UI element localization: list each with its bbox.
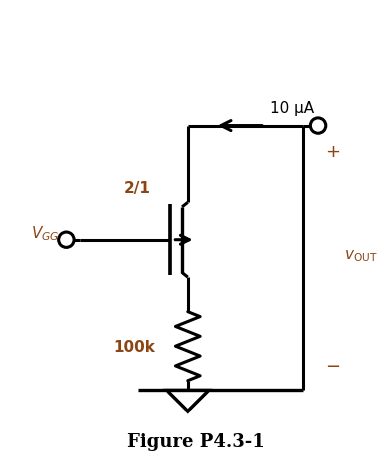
Text: 100k: 100k bbox=[113, 340, 155, 355]
Text: $v_{\mathrm{OUT}}$: $v_{\mathrm{OUT}}$ bbox=[344, 248, 378, 264]
Text: +: + bbox=[325, 144, 340, 161]
Text: Figure P4.3-1: Figure P4.3-1 bbox=[127, 433, 264, 451]
Text: −: − bbox=[325, 358, 340, 377]
Text: 10 μA: 10 μA bbox=[270, 101, 314, 116]
Text: $V_{GG}$: $V_{GG}$ bbox=[31, 225, 59, 243]
Text: 2/1: 2/1 bbox=[124, 181, 151, 196]
